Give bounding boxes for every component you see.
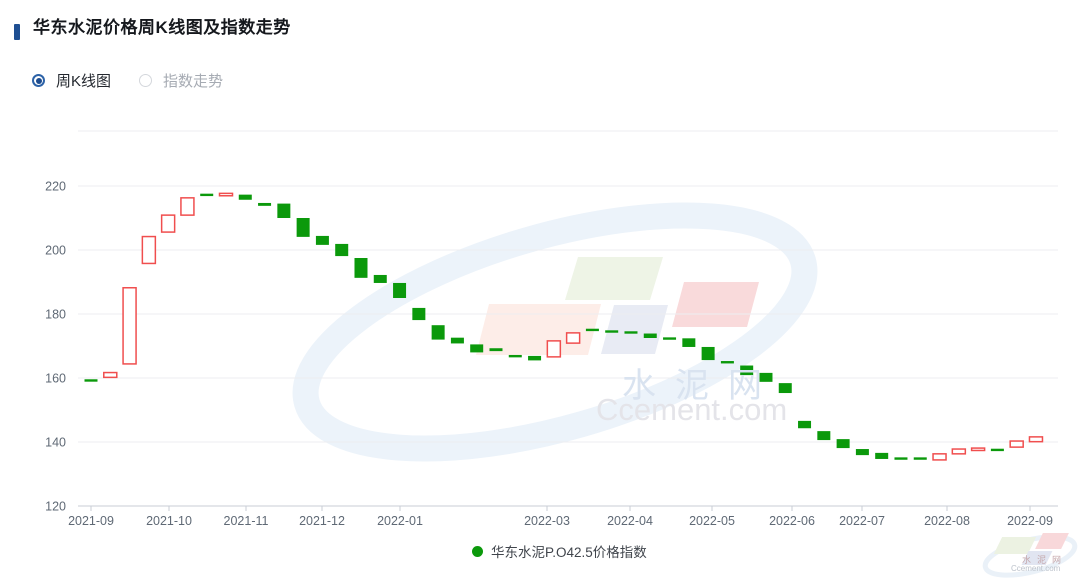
- watermark-cn-text: 水泥网: [622, 367, 781, 405]
- radio-weekly-kline[interactable]: 周K线图: [32, 70, 111, 91]
- svg-text:2021-11: 2021-11: [224, 514, 269, 528]
- page-title: 华东水泥价格周K线图及指数走势: [33, 18, 291, 37]
- radio-index-trend-label: 指数走势: [163, 73, 224, 90]
- candle-down: [663, 337, 677, 340]
- svg-text:160: 160: [45, 372, 66, 386]
- svg-text:2022-06: 2022-06: [769, 514, 815, 528]
- legend-marker-icon: [472, 545, 483, 557]
- candle-down: [643, 333, 657, 338]
- watermark-en-text: Ccement.com: [596, 392, 788, 427]
- svg-text:220: 220: [45, 180, 66, 194]
- watermark-parallelogram-green: [565, 257, 663, 300]
- svg-text:2022-04: 2022-04: [607, 514, 653, 528]
- candle-down: [778, 383, 792, 394]
- svg-text:2021-12: 2021-12: [299, 514, 345, 528]
- candle-down: [836, 439, 850, 449]
- candle-up: [180, 197, 195, 216]
- candle-down: [682, 338, 696, 347]
- candle-down: [296, 218, 310, 237]
- candle-up: [932, 453, 947, 461]
- candle-down: [894, 457, 908, 460]
- svg-text:2022-07: 2022-07: [839, 514, 885, 528]
- candle-down: [277, 203, 291, 218]
- candle-down: [855, 449, 869, 456]
- svg-text:2022-03: 2022-03: [524, 514, 570, 528]
- candlestick-series: [84, 192, 1044, 461]
- candle-up: [160, 214, 176, 233]
- candle-down: [528, 355, 542, 361]
- radio-unselected-icon: [139, 74, 153, 87]
- svg-text:2021-10: 2021-10: [146, 514, 192, 528]
- candle-down: [875, 452, 889, 459]
- svg-text:2022-01: 2022-01: [377, 514, 423, 528]
- candle-down: [431, 325, 445, 340]
- candle-down: [585, 328, 599, 332]
- candle-down: [624, 331, 638, 334]
- title-bullet-icon: [14, 24, 20, 40]
- candle-up: [951, 448, 967, 455]
- candle-down: [258, 202, 272, 206]
- watermark-logo: [292, 202, 1078, 578]
- candle-down: [238, 194, 252, 200]
- candle-down: [817, 431, 831, 441]
- candle-down: [335, 243, 349, 257]
- svg-text:140: 140: [45, 436, 66, 450]
- candle-up: [565, 332, 581, 344]
- chart-type-radio-group: 周K线图 指数走势: [32, 70, 223, 91]
- svg-text:2022-05: 2022-05: [689, 514, 735, 528]
- watermark-parallelogram-pink-large: [476, 304, 601, 355]
- candle-down: [393, 282, 407, 298]
- candle-up: [1028, 436, 1044, 443]
- candle-down: [605, 330, 619, 333]
- candle-down: [508, 354, 522, 358]
- candle-up: [122, 287, 137, 365]
- svg-text:200: 200: [45, 244, 66, 258]
- candle-up: [103, 371, 118, 379]
- svg-text:120: 120: [45, 500, 66, 514]
- candle-down: [470, 344, 484, 353]
- candle-down: [701, 346, 715, 361]
- candle-down: [913, 457, 927, 460]
- candle-up: [141, 235, 157, 265]
- candle-down: [990, 448, 1004, 452]
- candle-down: [315, 235, 329, 245]
- candle-down: [84, 379, 98, 382]
- radio-selected-icon: [32, 74, 45, 87]
- corner-logo-en-text: Ccement.com: [1011, 564, 1061, 573]
- axis-labels: 120 140 160 180 200 220 2021-09 2021-10 2021-11 2…: [45, 180, 1053, 529]
- candle-down: [373, 274, 387, 283]
- legend-item[interactable]: 华东水泥P.O42.5价格指数: [472, 541, 647, 561]
- candle-down: [740, 365, 754, 376]
- radio-index-trend[interactable]: 指数走势: [139, 70, 223, 91]
- candle-up: [970, 447, 986, 452]
- radio-weekly-kline-label: 周K线图: [56, 73, 112, 90]
- candle-down: [412, 307, 426, 321]
- watermark-parallelogram-blue: [601, 305, 668, 354]
- candle-up: [218, 192, 234, 197]
- svg-text:2022-08: 2022-08: [924, 514, 970, 528]
- candle-down: [720, 361, 734, 364]
- candle-down: [759, 372, 773, 382]
- watermark-swoosh-icon: [292, 202, 818, 462]
- candle-down: [798, 420, 812, 429]
- candle-down: [450, 337, 464, 344]
- svg-text:2021-09: 2021-09: [68, 514, 114, 528]
- candle-down: [200, 193, 214, 197]
- candle-up: [1009, 440, 1024, 448]
- legend-label: 华东水泥P.O42.5价格指数: [491, 545, 647, 560]
- svg-text:2022-09: 2022-09: [1007, 514, 1053, 528]
- chart-grid: [78, 130, 1058, 511]
- corner-logo-cn-text: 水泥网: [1022, 555, 1068, 565]
- candle-down: [489, 348, 503, 352]
- candle-up: [546, 340, 562, 358]
- candle-down: [354, 258, 368, 278]
- svg-text:180: 180: [45, 308, 66, 322]
- watermark-parallelogram-pink-right: [672, 282, 759, 327]
